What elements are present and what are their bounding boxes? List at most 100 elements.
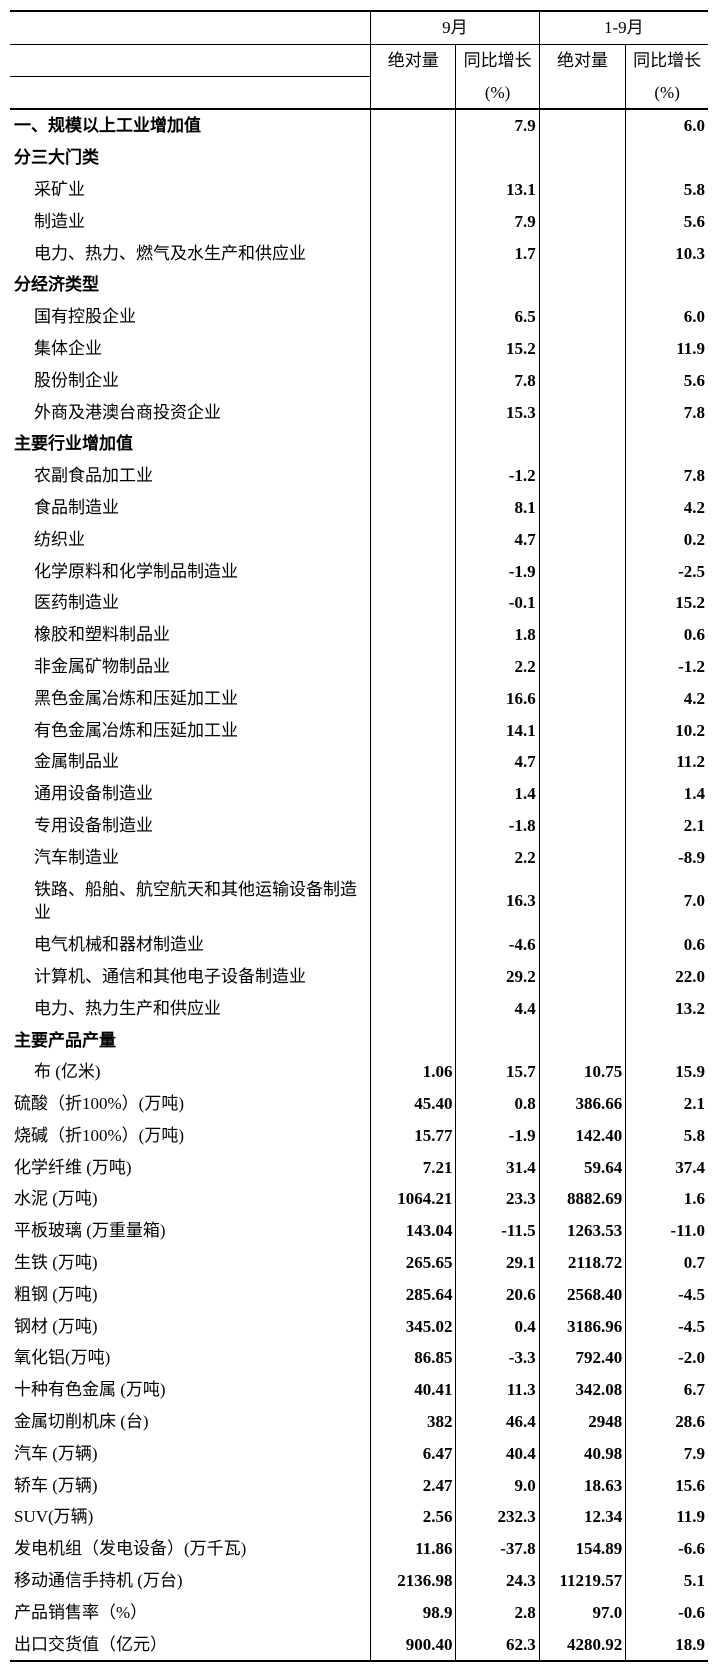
cell-ytd_abs: 59.64 <box>539 1152 626 1184</box>
row-label: 一、规模以上工业增加值 <box>10 109 370 142</box>
cell-sept_abs <box>370 715 456 747</box>
cell-sept_yoy: 7.8 <box>456 365 539 397</box>
cell-sept_yoy <box>456 142 539 174</box>
cell-sept_yoy: 31.4 <box>456 1152 539 1184</box>
cell-ytd_yoy: -8.9 <box>626 842 708 874</box>
cell-sept_yoy: 6.5 <box>456 301 539 333</box>
cell-sept_abs <box>370 492 456 524</box>
cell-ytd_abs <box>539 333 626 365</box>
cell-ytd_abs <box>539 492 626 524</box>
row-label: 发电机组（发电设备）(万千瓦) <box>10 1533 370 1565</box>
cell-ytd_yoy: 5.1 <box>626 1565 708 1597</box>
cell-ytd_yoy <box>626 142 708 174</box>
row-label: 硫酸（折100%）(万吨) <box>10 1088 370 1120</box>
cell-ytd_yoy: 15.9 <box>626 1056 708 1088</box>
header-ytd-pct: (%) <box>626 77 708 110</box>
cell-ytd_abs: 1263.53 <box>539 1215 626 1247</box>
cell-sept_abs <box>370 619 456 651</box>
cell-sept_abs <box>370 524 456 556</box>
cell-sept_yoy: -1.2 <box>456 460 539 492</box>
cell-ytd_yoy: 11.2 <box>626 746 708 778</box>
table-row: 非金属矿物制品业2.2-1.2 <box>10 651 708 683</box>
cell-ytd_yoy: 0.6 <box>626 619 708 651</box>
cell-ytd_yoy: 10.2 <box>626 715 708 747</box>
row-label: 化学原料和化学制品制造业 <box>10 556 370 588</box>
cell-sept_yoy: 15.7 <box>456 1056 539 1088</box>
cell-ytd_yoy: 5.6 <box>626 365 708 397</box>
cell-sept_yoy: 1.7 <box>456 238 539 270</box>
cell-sept_abs <box>370 365 456 397</box>
table-row: 烧碱（折100%）(万吨)15.77-1.9142.405.8 <box>10 1120 708 1152</box>
cell-ytd_yoy: 5.8 <box>626 1120 708 1152</box>
cell-sept_abs <box>370 683 456 715</box>
cell-sept_yoy: 40.4 <box>456 1438 539 1470</box>
cell-sept_yoy: 0.8 <box>456 1088 539 1120</box>
cell-ytd_abs: 4280.92 <box>539 1629 626 1662</box>
cell-ytd_abs <box>539 778 626 810</box>
cell-ytd_yoy: 37.4 <box>626 1152 708 1184</box>
cell-sept_yoy: 0.4 <box>456 1311 539 1343</box>
table-row: 生铁 (万吨)265.6529.12118.720.7 <box>10 1247 708 1279</box>
cell-ytd_abs <box>539 715 626 747</box>
cell-ytd_abs: 142.40 <box>539 1120 626 1152</box>
table-row: 化学原料和化学制品制造业-1.9-2.5 <box>10 556 708 588</box>
row-label: 金属制品业 <box>10 746 370 778</box>
cell-ytd_abs <box>539 174 626 206</box>
cell-sept_yoy: -37.8 <box>456 1533 539 1565</box>
row-label: 产品销售率（%） <box>10 1597 370 1629</box>
row-label: 钢材 (万吨) <box>10 1311 370 1343</box>
cell-sept_yoy: 29.1 <box>456 1247 539 1279</box>
cell-ytd_abs <box>539 651 626 683</box>
cell-sept_yoy: 13.1 <box>456 174 539 206</box>
table-row: 电力、热力、燃气及水生产和供应业1.710.3 <box>10 238 708 270</box>
cell-sept_yoy: 8.1 <box>456 492 539 524</box>
cell-ytd_abs <box>539 1025 626 1057</box>
row-label: 外商及港澳台商投资企业 <box>10 397 370 429</box>
cell-ytd_yoy: 0.7 <box>626 1247 708 1279</box>
row-label: 电气机械和器材制造业 <box>10 929 370 961</box>
row-label: 金属切削机床 (台) <box>10 1406 370 1438</box>
cell-sept_yoy: 232.3 <box>456 1501 539 1533</box>
row-label: SUV(万辆) <box>10 1501 370 1533</box>
row-label: 汽车 (万辆) <box>10 1438 370 1470</box>
cell-sept_abs <box>370 651 456 683</box>
cell-ytd_yoy: 28.6 <box>626 1406 708 1438</box>
table-row: 金属制品业4.711.2 <box>10 746 708 778</box>
row-label: 采矿业 <box>10 174 370 206</box>
table-row: 十种有色金属 (万吨)40.4111.3342.086.7 <box>10 1374 708 1406</box>
table-body: 一、规模以上工业增加值7.96.0分三大门类采矿业13.15.8制造业7.95.… <box>10 109 708 1661</box>
cell-ytd_yoy: -6.6 <box>626 1533 708 1565</box>
cell-ytd_abs: 10.75 <box>539 1056 626 1088</box>
cell-sept_yoy: 23.3 <box>456 1183 539 1215</box>
table-row: 分经济类型 <box>10 269 708 301</box>
cell-ytd_yoy: 1.6 <box>626 1183 708 1215</box>
cell-ytd_abs: 2118.72 <box>539 1247 626 1279</box>
row-label: 化学纤维 (万吨) <box>10 1152 370 1184</box>
table-row: 移动通信手持机 (万台)2136.9824.311219.575.1 <box>10 1565 708 1597</box>
table-row: 有色金属冶炼和压延加工业14.110.2 <box>10 715 708 747</box>
table-row: 硫酸（折100%）(万吨)45.400.8386.662.1 <box>10 1088 708 1120</box>
table-row: 黑色金属冶炼和压延加工业16.64.2 <box>10 683 708 715</box>
table-row: 农副食品加工业-1.27.8 <box>10 460 708 492</box>
table-row: 水泥 (万吨)1064.2123.38882.691.6 <box>10 1183 708 1215</box>
cell-ytd_yoy: 0.2 <box>626 524 708 556</box>
cell-sept_yoy <box>456 428 539 460</box>
cell-ytd_yoy: 2.1 <box>626 1088 708 1120</box>
cell-ytd_abs <box>539 238 626 270</box>
cell-ytd_abs: 2948 <box>539 1406 626 1438</box>
cell-sept_yoy: 16.3 <box>456 874 539 930</box>
cell-sept_yoy: 7.9 <box>456 109 539 142</box>
cell-sept_yoy: -1.8 <box>456 810 539 842</box>
table-row: 计算机、通信和其他电子设备制造业29.222.0 <box>10 961 708 993</box>
table-row: 布 (亿米)1.0615.710.7515.9 <box>10 1056 708 1088</box>
cell-ytd_abs <box>539 587 626 619</box>
cell-sept_yoy: -0.1 <box>456 587 539 619</box>
cell-ytd_yoy: -11.0 <box>626 1215 708 1247</box>
row-label: 烧碱（折100%）(万吨) <box>10 1120 370 1152</box>
cell-sept_abs <box>370 174 456 206</box>
cell-sept_abs <box>370 460 456 492</box>
cell-ytd_abs: 12.34 <box>539 1501 626 1533</box>
table-row: 专用设备制造业-1.82.1 <box>10 810 708 842</box>
cell-sept_abs: 11.86 <box>370 1533 456 1565</box>
table-row: 医药制造业-0.115.2 <box>10 587 708 619</box>
